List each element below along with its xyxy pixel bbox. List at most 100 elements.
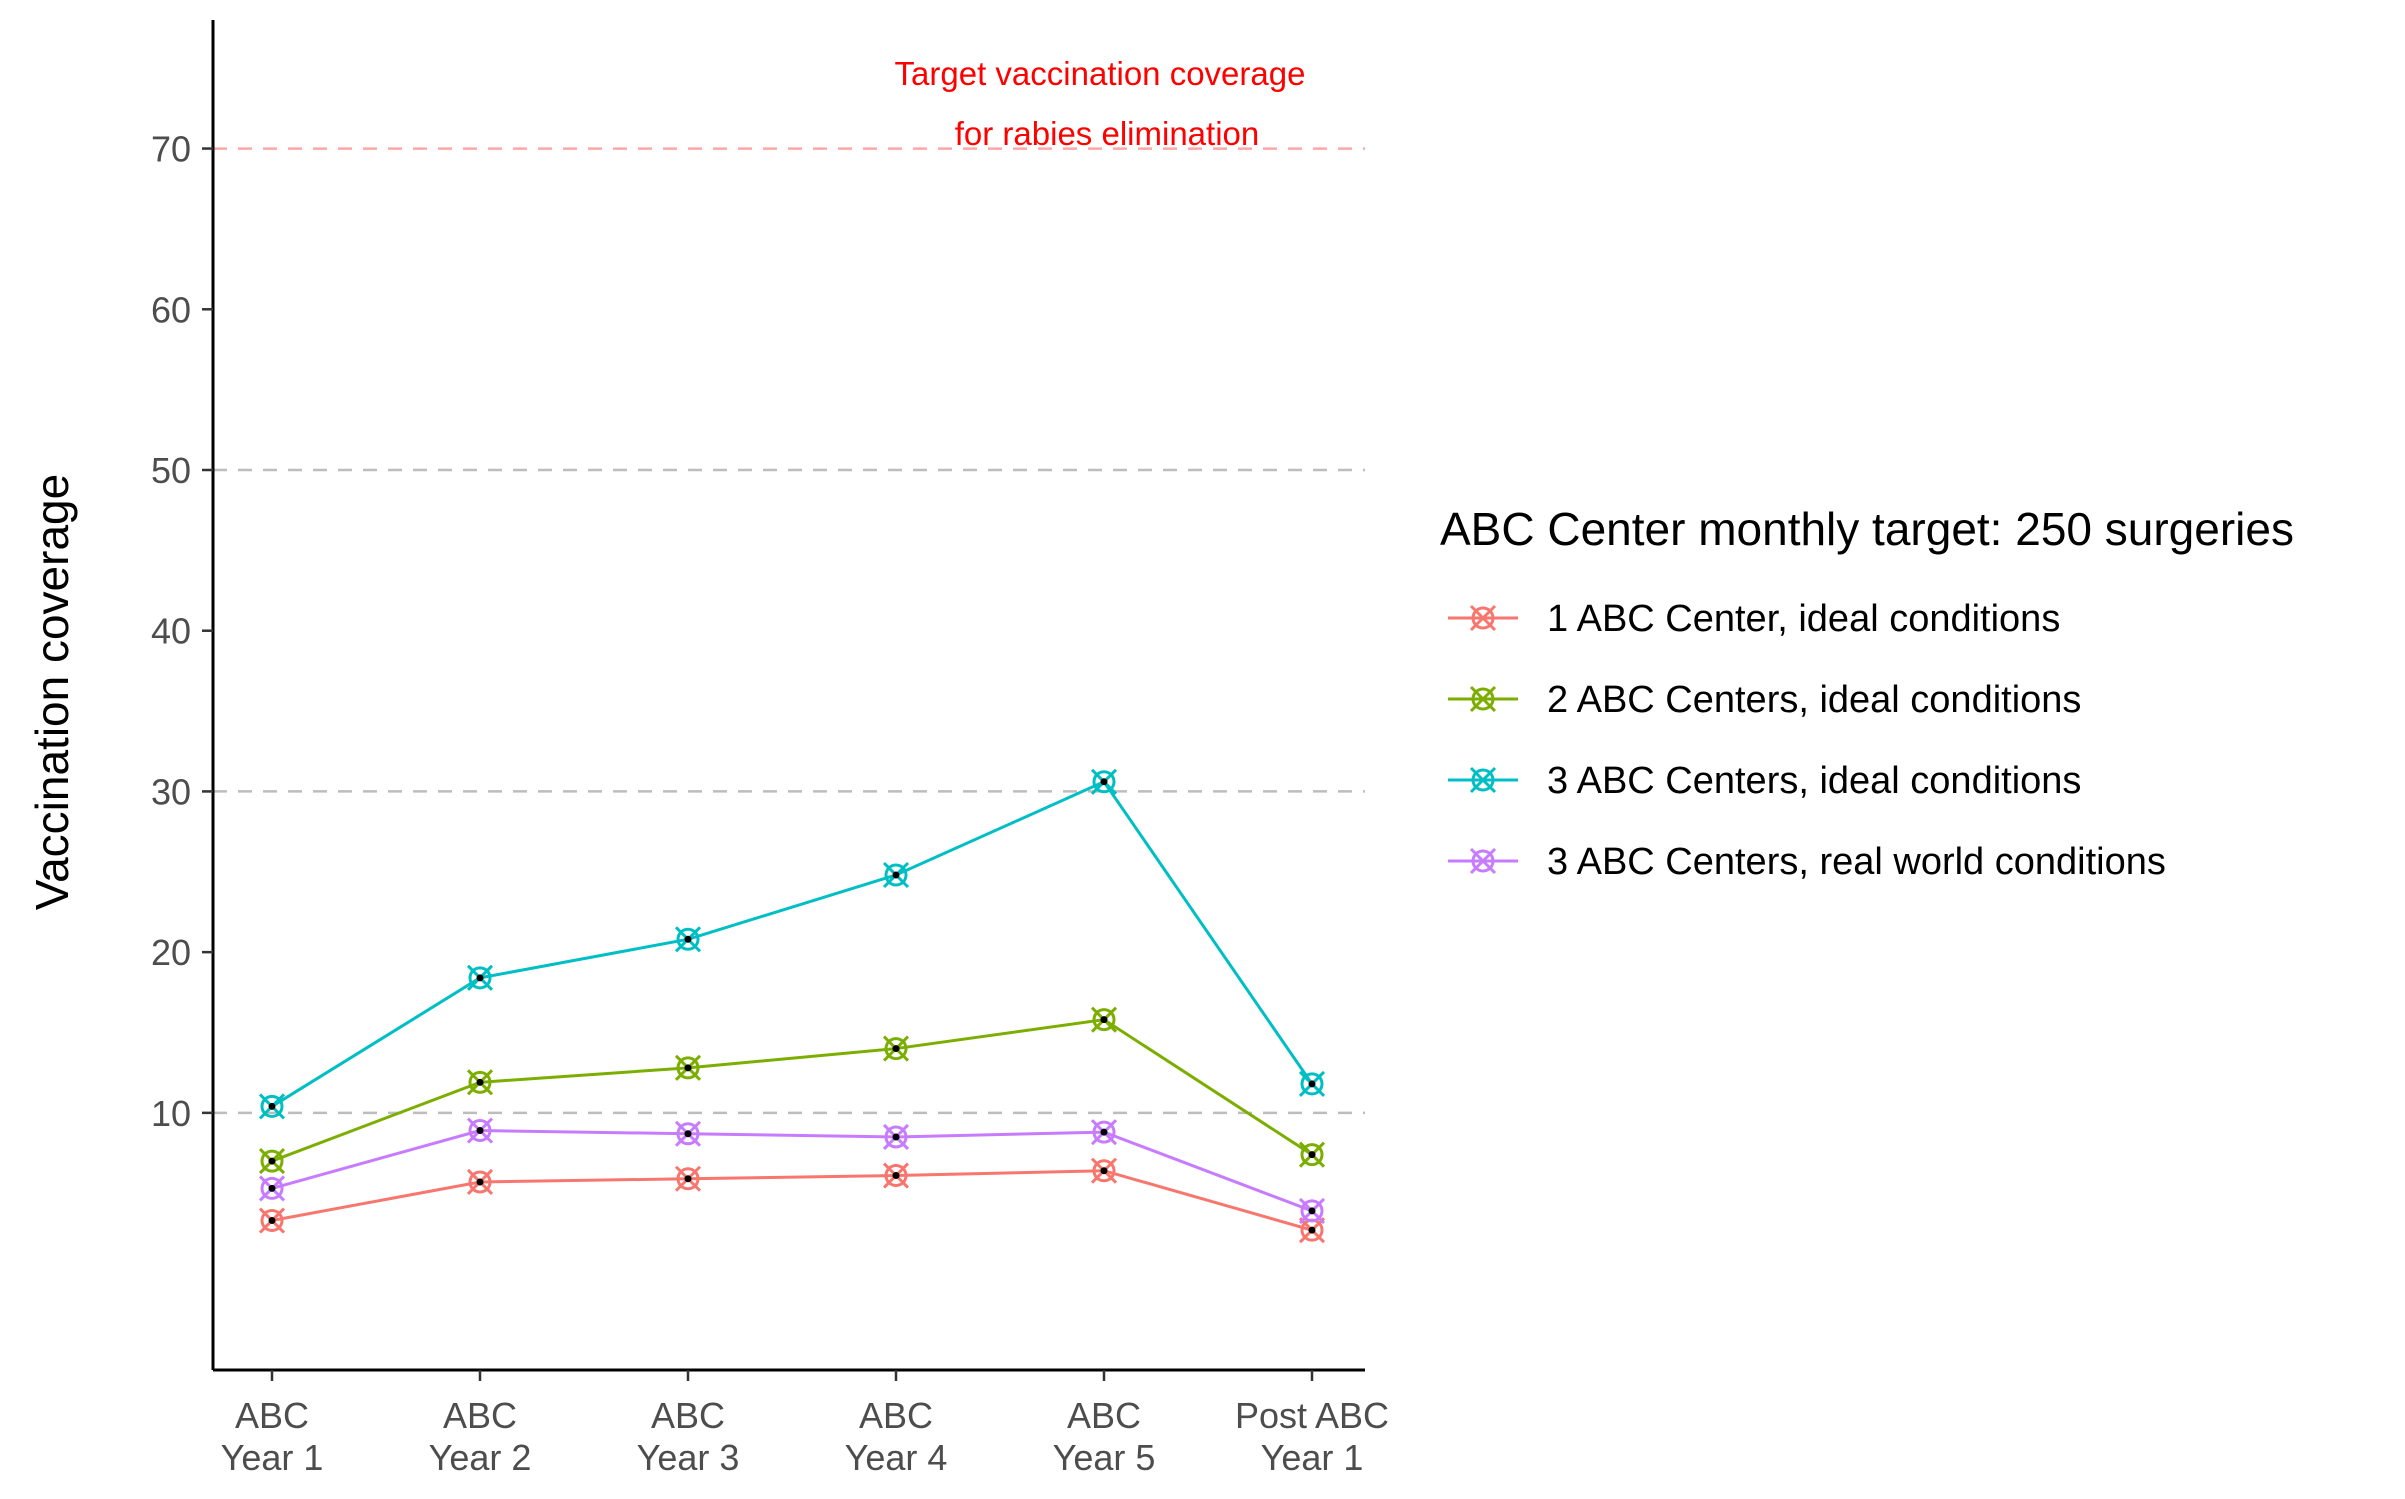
legend-label-2: 2 ABC Centers, ideal conditions — [1547, 679, 2081, 721]
legend-key-marker-3 — [1469, 766, 1497, 794]
series-1-point-5 — [1090, 1157, 1118, 1184]
series-4-line — [271, 1129, 1313, 1213]
series-4-point-1-dot — [268, 1184, 276, 1192]
series-3-point-1 — [258, 1093, 286, 1120]
series-3-point-2-dot — [476, 974, 484, 982]
series-4-point-5-dot — [1100, 1128, 1108, 1136]
y-tick-label-40: 40 — [151, 611, 191, 652]
series-1-point-1-dot — [268, 1217, 276, 1225]
series-3-point-4 — [882, 861, 910, 889]
legend-key-marker-1-cross-b — [1469, 604, 1497, 632]
series-3-point-1-dot — [268, 1102, 276, 1110]
legend-key-marker-4-cross-b — [1469, 847, 1497, 875]
series-1-point-2-circle — [468, 1170, 492, 1194]
y-tick-label-30: 30 — [151, 771, 191, 812]
series-1-point-1 — [258, 1207, 286, 1234]
series-4-point-4 — [882, 1123, 910, 1151]
series-2-point-6-circle — [1300, 1143, 1324, 1167]
x-tick-label-0-line-2: Year 1 — [221, 1437, 324, 1478]
series-1-point-5-dot — [1100, 1167, 1108, 1175]
series-2-point-4-circle — [884, 1037, 908, 1061]
legend-title: ABC Center monthly target: 250 surgeries — [1440, 503, 2294, 555]
series-4-point-3-circle — [676, 1122, 700, 1146]
y-axis-title: Vaccination coverage — [26, 474, 78, 910]
series-2-point-5-circle — [1092, 1008, 1116, 1032]
series-1-point-4 — [882, 1162, 910, 1189]
target-label-line2: for rabies elimination — [955, 115, 1259, 152]
series-3-point-6 — [1298, 1070, 1326, 1097]
legend-item-4: 3 ABC Centers, real world conditions — [1448, 841, 2166, 883]
legend-label-1: 1 ABC Center, ideal conditions — [1547, 598, 2060, 640]
series-4-point-6-circle — [1300, 1199, 1324, 1223]
series-2-point-3-circle — [676, 1056, 700, 1080]
series-3-point-5-circle — [1092, 770, 1116, 794]
x-tick-label-1: ABC Year 2 — [429, 1395, 532, 1478]
series-2-point-3 — [674, 1054, 702, 1081]
series-4-point-1 — [258, 1175, 286, 1202]
series-3-point-5-dot — [1100, 778, 1108, 786]
series-4-point-3-dot — [684, 1130, 692, 1138]
series-3-point-3 — [674, 926, 702, 953]
x-tick-label-2-line-2: Year 3 — [637, 1437, 740, 1478]
series-4-point-1-circle — [260, 1176, 284, 1200]
series-2-point-4-dot — [892, 1045, 900, 1053]
series-3-point-6-dot — [1308, 1080, 1316, 1088]
series-2-point-4 — [882, 1035, 910, 1062]
series-3-line — [271, 779, 1314, 1108]
series-layer — [258, 768, 1326, 1244]
y-tick-label-50: 50 — [151, 450, 191, 491]
series-4-point-2 — [466, 1117, 494, 1144]
x-tick-label-4-line-2: Year 5 — [1053, 1437, 1156, 1478]
legend-key-marker-4 — [1469, 847, 1497, 875]
series-4-point-6-dot — [1308, 1207, 1316, 1215]
x-tick-label-1-line-1: ABC — [443, 1395, 517, 1436]
y-tick-label-20: 20 — [151, 932, 191, 973]
series-2-point-1-circle — [260, 1149, 284, 1173]
series-3-point-4-circle — [884, 863, 908, 887]
legend-key-marker-2-circle — [1471, 687, 1495, 711]
legend-key-marker-3-cross-b — [1469, 766, 1497, 794]
x-tick-label-0-line-1: ABC — [235, 1395, 309, 1436]
x-tick-label-5-line-2: Year 1 — [1261, 1437, 1364, 1478]
series-2-line — [271, 1018, 1313, 1163]
series-2-point-2-dot — [476, 1078, 484, 1086]
legend-item-3: 3 ABC Centers, ideal conditions — [1448, 760, 2081, 802]
x-tick-label-5-line-1: Post ABC — [1235, 1395, 1389, 1436]
series-1-point-6-dot — [1308, 1226, 1316, 1234]
x-tick-label-3-line-1: ABC — [859, 1395, 933, 1436]
series-1-point-1-circle — [260, 1209, 284, 1233]
legend-key-marker-2-cross-b — [1469, 685, 1497, 713]
legend-item-1: 1 ABC Center, ideal conditions — [1448, 598, 2060, 640]
series-2-point-3-dot — [684, 1064, 692, 1072]
legend-key-marker-2 — [1469, 685, 1497, 713]
legend-key-marker-1-circle — [1471, 606, 1495, 630]
series-3-point-2-circle — [468, 966, 492, 990]
legend-item-2: 2 ABC Centers, ideal conditions — [1448, 679, 2081, 721]
x-tick-label-3: ABC Year 4 — [845, 1395, 948, 1478]
series-2-point-5-dot — [1100, 1016, 1108, 1024]
series-4-point-2-dot — [476, 1127, 484, 1135]
series-3-point-2 — [466, 964, 494, 991]
x-tick-label-4-line-1: ABC — [1067, 1395, 1141, 1436]
series-1-point-3-dot — [684, 1175, 692, 1183]
legend: ABC Center monthly target: 250 surgeries… — [1440, 503, 2294, 883]
series-4-point-5 — [1090, 1119, 1118, 1146]
series-4-point-2-circle — [468, 1119, 492, 1143]
series-4-point-5-circle — [1092, 1120, 1116, 1144]
series-2-point-1 — [258, 1148, 286, 1175]
series-4-point-4-dot — [892, 1133, 900, 1141]
target-label-line1: Target vaccination coverage — [895, 55, 1306, 92]
series-2-point-5 — [1090, 1006, 1118, 1033]
series-3-point-3-circle — [676, 927, 700, 951]
series-4-point-3 — [674, 1120, 702, 1147]
series-1-point-6 — [1298, 1217, 1326, 1244]
series-1-line — [271, 1169, 1313, 1232]
series-4-point-4-circle — [884, 1125, 908, 1149]
series-1-point-3 — [674, 1165, 702, 1192]
y-tick-label-60: 60 — [151, 289, 191, 330]
series-2-point-6-dot — [1308, 1151, 1316, 1159]
legend-label-4: 3 ABC Centers, real world conditions — [1547, 841, 2166, 883]
x-tick-label-4: ABC Year 5 — [1053, 1395, 1156, 1478]
